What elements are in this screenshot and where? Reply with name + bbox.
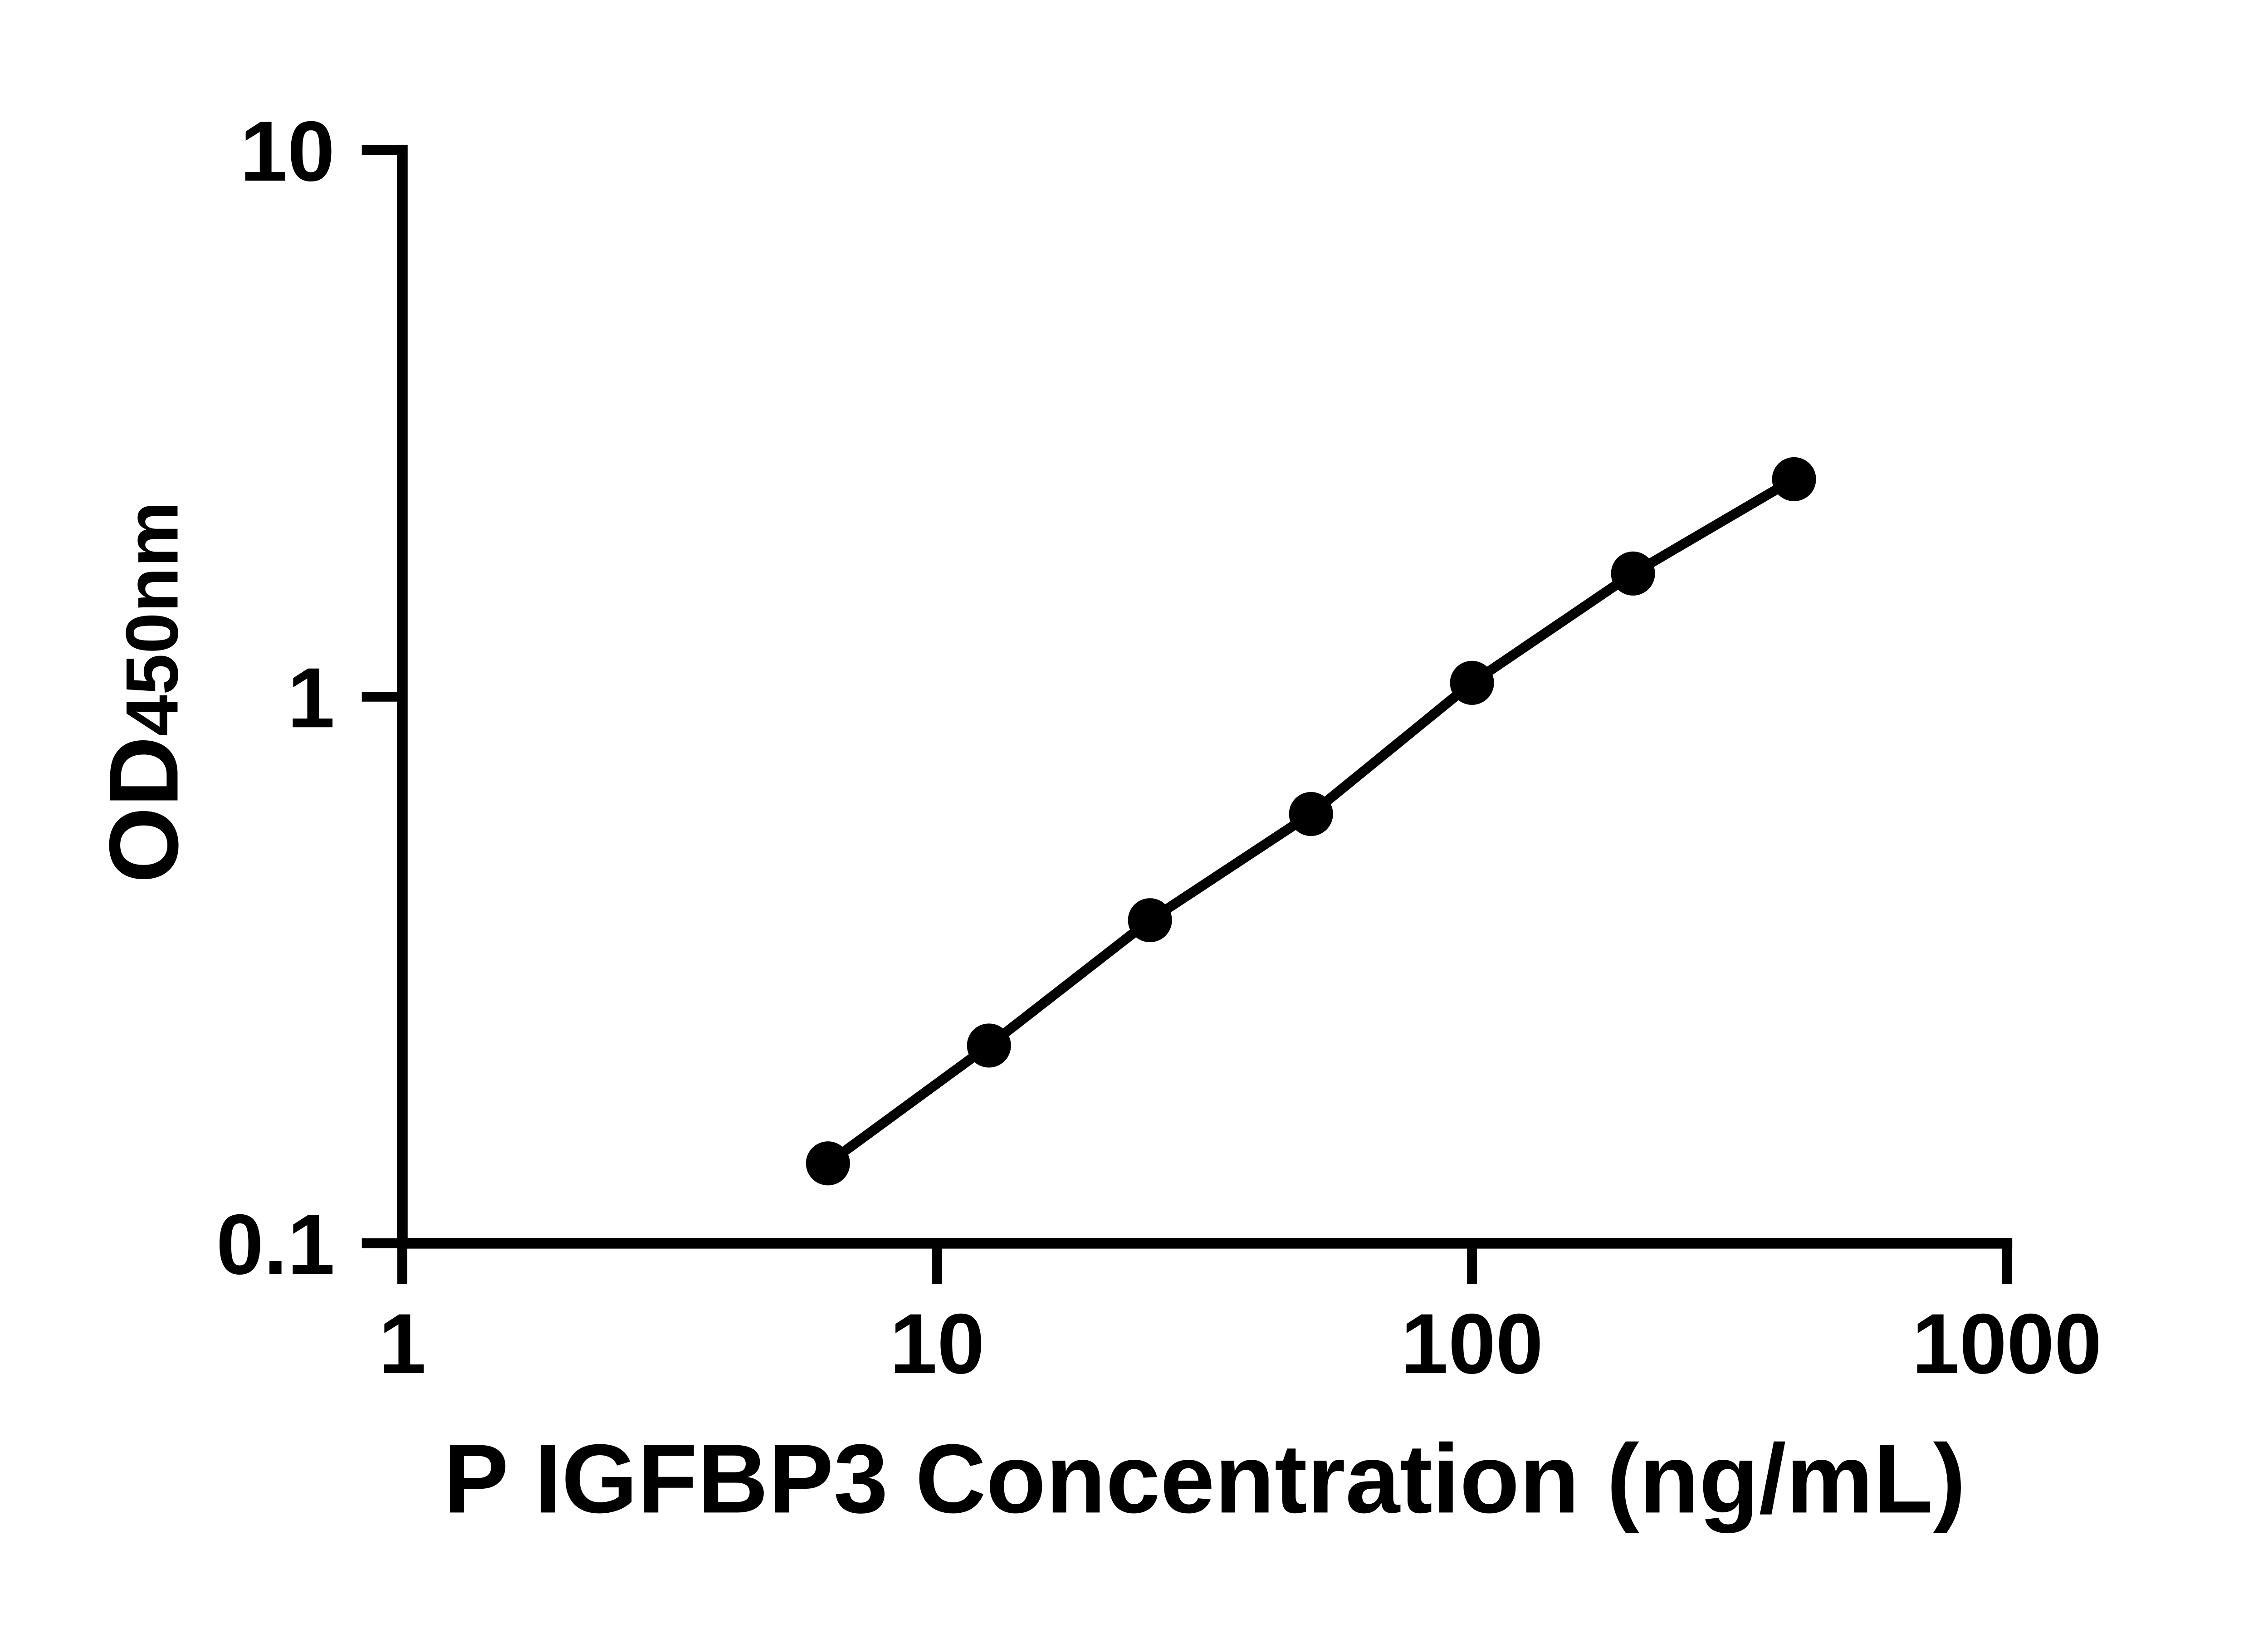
y-tick-label: 10 [240, 103, 335, 199]
y-axis-title-subscript: 450nm [110, 501, 193, 736]
data-point-marker [1128, 898, 1172, 943]
data-point-marker [1772, 457, 1816, 501]
data-point-marker [1450, 660, 1494, 705]
y-axis-ticks [362, 145, 402, 1248]
x-tick-label: 100 [1401, 1296, 1543, 1391]
data-point-marker [1611, 551, 1655, 596]
x-axis-title: P IGFBP3 Concentration (ng/mL) [444, 1423, 1966, 1533]
y-tick-label: 0.1 [216, 1197, 335, 1292]
y-axis-title: OD450nm [88, 501, 198, 883]
data-series [806, 457, 1816, 1186]
x-tick-label: 1 [378, 1296, 426, 1391]
data-point-marker [1289, 792, 1333, 836]
x-axis-ticks [397, 1243, 2012, 1284]
data-point-markers [806, 457, 1816, 1186]
data-point-marker [806, 1141, 850, 1186]
data-point-marker [967, 1023, 1011, 1068]
x-tick-label: 10 [890, 1296, 984, 1391]
x-axis-tick-labels: 1 10 100 1000 [378, 1296, 2102, 1391]
axes: 1 10 100 1000 10 1 0.1 [216, 103, 2102, 1391]
x-tick-label: 1000 [1912, 1296, 2102, 1391]
y-axis-title-main: OD [88, 736, 198, 883]
y-axis-tick-labels: 10 1 0.1 [216, 103, 335, 1292]
y-tick-label: 1 [288, 650, 335, 745]
